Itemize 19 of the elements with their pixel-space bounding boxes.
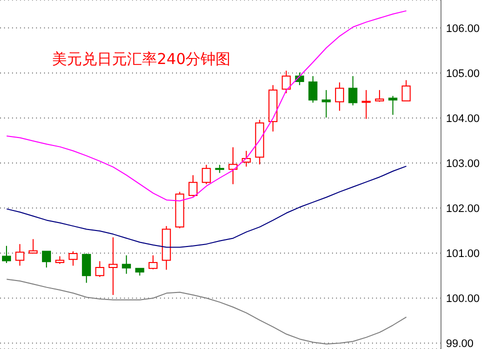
candlestick [362, 90, 371, 120]
candlestick [228, 146, 238, 185]
candlestick [108, 236, 118, 296]
y-tick-label: 100.00 [446, 293, 480, 306]
candlestick [122, 254, 131, 274]
y-tick-label: 102.00 [446, 202, 480, 215]
candlestick [348, 76, 358, 106]
y-tick-label: 106.00 [446, 22, 480, 35]
y-tick-label: 101.00 [446, 248, 480, 260]
candlestick [322, 90, 331, 118]
candlestick [268, 84, 278, 132]
y-tick-label: 105.00 [446, 68, 480, 80]
y-tick-label: 104.00 [446, 112, 480, 125]
candlestick [335, 82, 344, 112]
line-series [6, 10, 407, 202]
y-tick-label: 99.00 [446, 338, 474, 349]
y-tick-label: 103.00 [446, 158, 480, 170]
line-series [6, 166, 407, 248]
text: 美元兑日元汇率240分钟图 [52, 50, 231, 69]
